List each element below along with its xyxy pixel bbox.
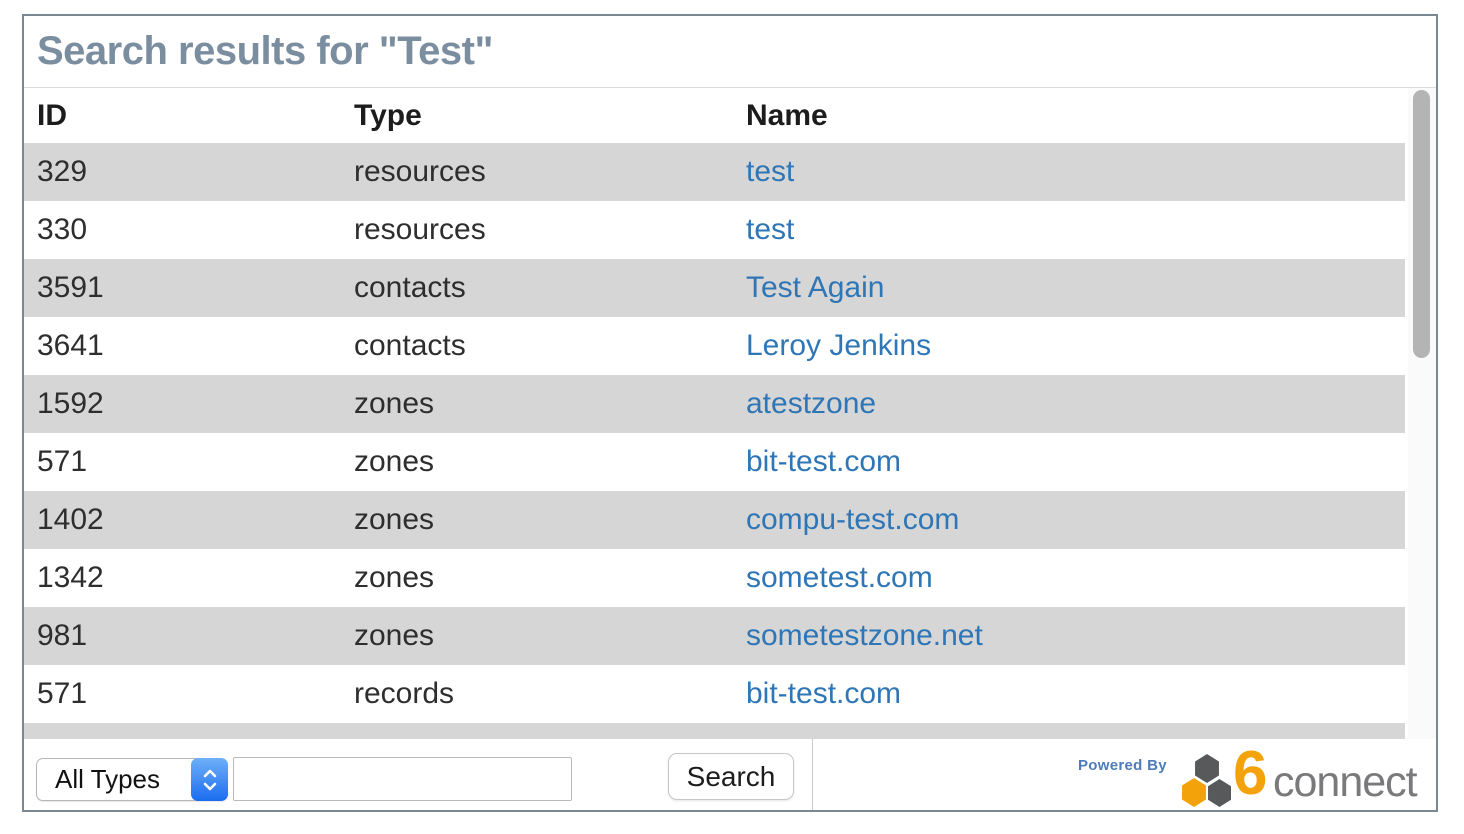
result-link[interactable]: atestzone — [746, 387, 877, 420]
footer-search-controls: All Types Search — [24, 739, 813, 810]
cell-name: Test Again — [746, 271, 884, 305]
table-header-row: ID Type Name — [24, 88, 1405, 143]
search-input[interactable] — [233, 757, 572, 801]
result-link[interactable]: bit-test.com — [746, 677, 902, 710]
table-row: 330 resources test — [24, 201, 1405, 259]
sixconnect-logo-digit: 6 — [1233, 739, 1268, 808]
cell-id: 981 — [37, 619, 88, 652]
result-link[interactable]: compu-test.com — [746, 503, 960, 536]
result-link[interactable]: bit-test.com — [746, 445, 902, 478]
result-link[interactable]: Test Again — [746, 271, 885, 304]
page-title: Search results for "Test" — [37, 29, 493, 73]
search-results-modal: Search results for "Test" ID Type Name 3… — [22, 14, 1438, 812]
table-row: 3591 contacts Test Again — [24, 259, 1405, 317]
cell-id: 1592 — [37, 387, 104, 420]
cell-type: contacts — [354, 329, 466, 362]
result-link[interactable]: sometestzone.net — [746, 619, 983, 652]
table-row: 3641 contacts Leroy Jenkins — [24, 317, 1405, 375]
cell-type: contacts — [354, 271, 466, 304]
cell-type: zones — [354, 387, 435, 420]
footer-bar: All Types Search Powered By — [24, 739, 1436, 810]
cell-id: 330 — [37, 213, 88, 246]
up-down-chevrons-icon — [203, 769, 216, 790]
cell-id: 571 — [37, 445, 88, 478]
cell-type: zones — [354, 503, 435, 536]
cell-id: 329 — [37, 155, 88, 188]
results-table: ID Type Name 329 resources test 330 resource… — [24, 88, 1436, 739]
cell-name: test — [746, 213, 794, 247]
cell-type: zones — [354, 445, 435, 478]
cell-name: compu-test.com — [746, 503, 959, 537]
cell-type: zones — [354, 619, 435, 652]
column-header-type: Type — [354, 98, 422, 132]
cell-type: resources — [354, 155, 486, 188]
table-row: 571 zones bit-test.com — [24, 433, 1405, 491]
search-button[interactable]: Search — [668, 753, 794, 800]
hexagon-orange-left — [1182, 778, 1206, 807]
hexagon-dark-top — [1195, 754, 1219, 783]
cell-name: bit-test.com — [746, 677, 901, 711]
cell-id: 571 — [37, 677, 88, 710]
table-row: 1402 zones compu-test.com — [24, 491, 1405, 549]
cell-name: atestzone — [746, 387, 876, 421]
sixconnect-hexagons-icon — [1181, 754, 1233, 808]
powered-by-label: Powered By — [1078, 757, 1167, 774]
scrollbar-track[interactable] — [1408, 88, 1436, 739]
cell-type: records — [354, 677, 455, 710]
result-link[interactable]: Leroy Jenkins — [746, 329, 932, 362]
type-filter-select[interactable]: All Types — [36, 758, 228, 801]
hexagon-dark-right — [1208, 779, 1231, 807]
type-filter-selected-value: All Types — [55, 764, 161, 794]
cell-name: Leroy Jenkins — [746, 329, 931, 363]
cell-type: resources — [354, 213, 486, 246]
column-header-name: Name — [746, 98, 828, 132]
table-body: 329 resources test 330 resources test 3591 cont… — [24, 143, 1436, 723]
result-link[interactable]: sometest.com — [746, 561, 933, 594]
modal-title-bar: Search results for "Test" — [24, 16, 1436, 88]
table-row: 1592 zones atestzone — [24, 375, 1405, 433]
cell-name: bit-test.com — [746, 445, 901, 479]
scrollbar-thumb[interactable] — [1413, 90, 1430, 358]
cell-name: sometestzone.net — [746, 619, 983, 653]
column-header-id: ID — [37, 98, 67, 132]
footer-branding: Powered By 6 connect — [814, 739, 1436, 810]
result-link[interactable]: test — [746, 155, 795, 188]
cell-name: test — [746, 155, 794, 189]
cell-name: sometest.com — [746, 561, 933, 595]
table-row: 571 records bit-test.com — [24, 665, 1405, 723]
table-row: 981 zones sometestzone.net — [24, 607, 1405, 665]
table-row-clipped — [24, 723, 1405, 739]
cell-id: 1342 — [37, 561, 104, 594]
result-link[interactable]: test — [746, 213, 795, 246]
cell-type: zones — [354, 561, 435, 594]
cell-id: 1402 — [37, 503, 104, 536]
cell-id: 3591 — [37, 271, 104, 304]
table-row: 329 resources test — [24, 143, 1405, 201]
select-stepper-icon — [191, 758, 228, 801]
table-row: 1342 zones sometest.com — [24, 549, 1405, 607]
sixconnect-logo-word: connect — [1273, 758, 1418, 806]
cell-id: 3641 — [37, 329, 104, 362]
